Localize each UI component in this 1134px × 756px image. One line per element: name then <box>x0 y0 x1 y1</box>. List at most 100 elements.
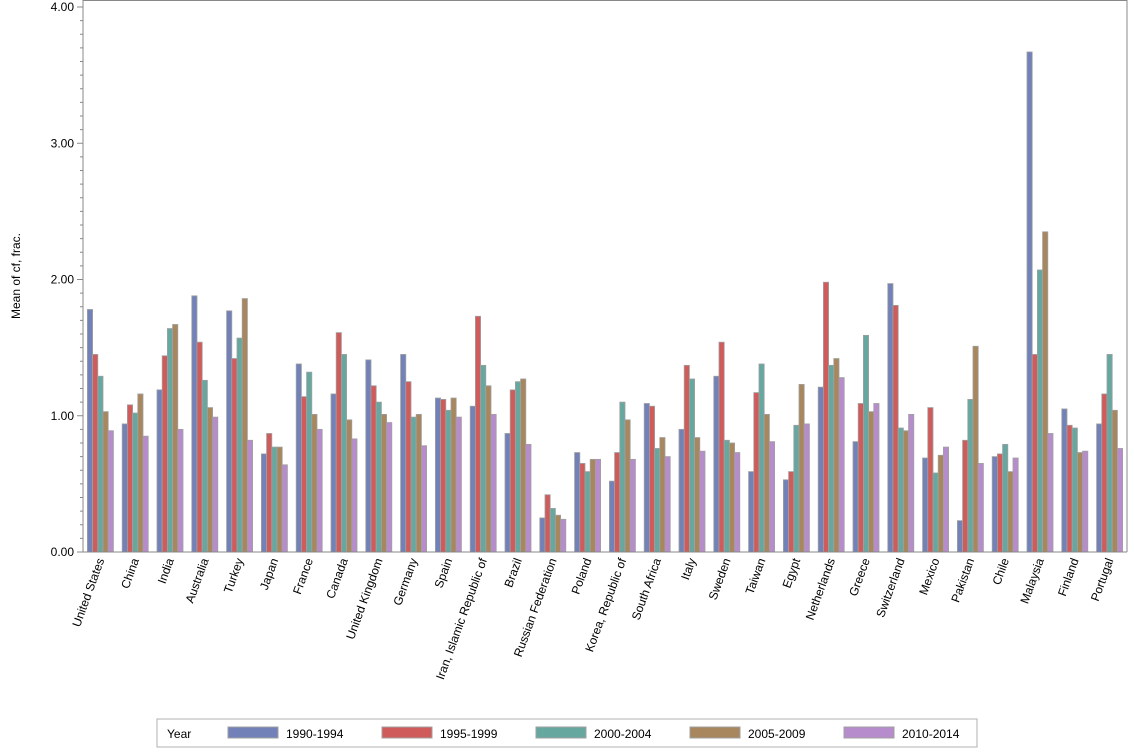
bar-1995-1999: Germany 1995-1999: 1.25 <box>405 381 412 553</box>
legend: Year 1990-1994 1995-1999 2000-2004 2005-200… <box>156 718 978 748</box>
bar-1990-1994: Pakistan 1990-1994: 0.23 <box>957 520 964 553</box>
bar-2000-2004: Turkey 2000-2004: 1.57 <box>236 337 243 553</box>
bar-1990-1994: Australia 1990-1994: 1.88 <box>191 295 198 553</box>
bar-2005-2009: France 2005-2009: 1.01 <box>311 413 318 553</box>
bar-2000-2004: India 2000-2004: 1.64 <box>166 328 173 553</box>
bar-1995-1999: Netherlands 1995-1999: 1.98 <box>823 281 830 553</box>
bar-1995-1999: Egypt 1995-1999: 0.59 <box>788 471 795 553</box>
legend-swatch-2010-2014 <box>843 726 895 739</box>
bar-2010-2014: Pakistan 2010-2014: 0.65 <box>977 463 984 553</box>
bar-1995-1999: Malaysia 1995-1999: 1.45 <box>1031 354 1038 553</box>
bar-1995-1999: Korea, Republic of 1995-1999: 0.73 <box>614 452 621 553</box>
bar-1990-1994: Japan 1990-1994: 0.72 <box>260 453 267 553</box>
bar-1995-1999: Taiwan 1995-1999: 1.17 <box>753 392 760 553</box>
bar-2010-2014: Finland 2010-2014: 0.74 <box>1082 450 1089 553</box>
bar-1995-1999: Australia 1995-1999: 1.54 <box>196 341 203 553</box>
x-tick-label: Japan <box>257 556 281 592</box>
bar-2010-2014: Turkey 2010-2014: 0.82 <box>246 439 253 553</box>
x-tick-label: China <box>118 556 142 591</box>
bar-2000-2004: Russian Federation 2000-2004: 0.32 <box>549 507 556 553</box>
bar-2000-2004: Japan 2000-2004: 0.77 <box>271 446 278 553</box>
bar-2005-2009: Australia 2005-2009: 1.06 <box>206 407 213 553</box>
bar-2005-2009: Greece 2005-2009: 1.03 <box>868 411 875 553</box>
bar-1990-1994: Taiwan 1990-1994: 0.59 <box>748 471 755 553</box>
bar-1990-1994: South Africa 1990-1994: 1.09 <box>643 403 650 553</box>
bar-2000-2004: Sweden 2000-2004: 0.82 <box>723 439 730 553</box>
bar-2005-2009: South Africa 2005-2009: 0.84 <box>659 437 666 553</box>
bar-1990-1994: Egypt 1990-1994: 0.53 <box>783 479 790 553</box>
x-tick-label: Portugal <box>1088 556 1116 603</box>
bar-2010-2014: South Africa 2010-2014: 0.7 <box>664 456 671 553</box>
x-tick-label: United States <box>69 556 107 628</box>
x-tick-label: Australia <box>182 556 211 605</box>
legend-title: Year <box>167 727 191 741</box>
bar-2000-2004: Korea, Republic of 2000-2004: 1.1 <box>619 401 626 553</box>
bar-2000-2004: Switzerland 2000-2004: 0.91 <box>897 427 904 553</box>
bar-2000-2004: Netherlands 2000-2004: 1.37 <box>828 364 835 553</box>
bar-2000-2004: Taiwan 2000-2004: 1.38 <box>758 363 765 553</box>
x-tick-label: Canada <box>323 556 351 601</box>
bar-2010-2014: Brazil 2010-2014: 0.79 <box>525 443 532 553</box>
bar-1990-1994: Germany 1990-1994: 1.45 <box>400 354 407 553</box>
y-tick-label: 3.00 <box>51 136 75 150</box>
bar-2000-2004: Finland 2000-2004: 0.91 <box>1071 427 1078 553</box>
bar-1990-1994: United States 1990-1994: 1.78 <box>87 309 94 553</box>
bar-2000-2004: Chile 2000-2004: 0.79 <box>1002 443 1009 553</box>
bar-2005-2009: Portugal 2005-2009: 1.04 <box>1111 409 1118 553</box>
bar-2005-2009: Chile 2005-2009: 0.59 <box>1007 471 1014 553</box>
x-tick-label: Greece <box>846 556 873 598</box>
x-tick-label: Taiwan <box>742 556 768 596</box>
bar-2010-2014: Greece 2010-2014: 1.09 <box>873 403 880 553</box>
bar-2005-2009: Spain 2005-2009: 1.13 <box>450 397 457 553</box>
bar-2005-2009: Germany 2005-2009: 1.01 <box>415 413 422 553</box>
legend-swatch-2005-2009 <box>689 726 741 739</box>
bar-1995-1999: Portugal 1995-1999: 1.16 <box>1101 393 1108 553</box>
y-tick-label: 4.00 <box>51 0 75 14</box>
legend-label: 2000-2004 <box>594 727 652 741</box>
legend-swatch-1995-1999 <box>381 726 433 739</box>
x-tick-label: Poland <box>568 556 594 596</box>
bar-2005-2009: Taiwan 2005-2009: 1.01 <box>763 413 770 553</box>
bar-2000-2004: Germany 2000-2004: 0.99 <box>410 416 417 553</box>
bar-1990-1994: Italy 1990-1994: 0.9 <box>678 428 685 553</box>
bars-layer: United States 1990-1994: 1.78United Stat… <box>87 51 1124 553</box>
bar-2005-2009: Turkey 2005-2009: 1.86 <box>241 298 248 553</box>
bar-2005-2009: Iran, Islamic Republic of 2005-2009: 1.2… <box>485 385 492 553</box>
bar-2000-2004: Canada 2000-2004: 1.45 <box>340 354 347 553</box>
bar-1990-1994: Mexico 1990-1994: 0.69 <box>922 457 929 553</box>
bar-1990-1994: Russian Federation 1990-1994: 0.25 <box>539 517 546 553</box>
bar-2010-2014: Portugal 2010-2014: 0.76 <box>1117 448 1124 553</box>
bar-1995-1999: United States 1995-1999: 1.45 <box>92 354 99 553</box>
bar-2010-2014: France 2010-2014: 0.9 <box>316 428 323 553</box>
bar-2010-2014: Switzerland 2010-2014: 1.01 <box>908 413 915 553</box>
bar-2000-2004: South Africa 2000-2004: 0.76 <box>654 448 661 553</box>
bar-1990-1994: Brazil 1990-1994: 0.87 <box>504 433 511 553</box>
bar-1995-1999: South Africa 1995-1999: 1.07 <box>649 405 656 553</box>
bar-2000-2004: Pakistan 2000-2004: 1.12 <box>967 398 974 553</box>
bar-1995-1999: Italy 1995-1999: 1.37 <box>683 364 690 553</box>
bar-2000-2004: Spain 2000-2004: 1.04 <box>445 409 452 553</box>
bar-1990-1994: Switzerland 1990-1994: 1.97 <box>887 283 894 553</box>
bar-1990-1994: Netherlands 1990-1994: 1.21 <box>817 386 824 553</box>
bar-2005-2009: Russian Federation 2005-2009: 0.27 <box>555 514 562 553</box>
bar-2000-2004: Australia 2000-2004: 1.26 <box>201 379 208 553</box>
bar-2000-2004: Malaysia 2000-2004: 2.07 <box>1037 269 1044 553</box>
bar-2010-2014: Taiwan 2010-2014: 0.81 <box>769 441 776 553</box>
bar-2010-2014: Australia 2010-2014: 0.99 <box>212 416 219 553</box>
x-tick-label: Netherlands <box>803 556 838 622</box>
bar-1990-1994: Finland 1990-1994: 1.05 <box>1061 408 1068 553</box>
bar-1990-1994: Portugal 1990-1994: 0.94 <box>1096 423 1103 553</box>
bar-1990-1994: Malaysia 1990-1994: 3.67 <box>1026 51 1033 553</box>
legend-label: 1990-1994 <box>286 727 344 741</box>
bar-2000-2004: Brazil 2000-2004: 1.25 <box>515 381 522 553</box>
bar-2010-2014: Poland 2010-2014: 0.68 <box>595 458 602 553</box>
x-tick-label: Switzerland <box>873 556 907 619</box>
x-tick-label: Pakistan <box>948 556 977 604</box>
bar-1990-1994: Canada 1990-1994: 1.16 <box>330 393 337 553</box>
bar-1990-1994: United Kingdom 1990-1994: 1.41 <box>365 359 372 553</box>
bar-2005-2009: Netherlands 2005-2009: 1.42 <box>833 358 840 553</box>
bar-2005-2009: Mexico 2005-2009: 0.71 <box>937 454 944 553</box>
bar-1990-1994: Poland 1990-1994: 0.73 <box>574 452 581 553</box>
x-tick-label: Germany <box>390 556 420 607</box>
